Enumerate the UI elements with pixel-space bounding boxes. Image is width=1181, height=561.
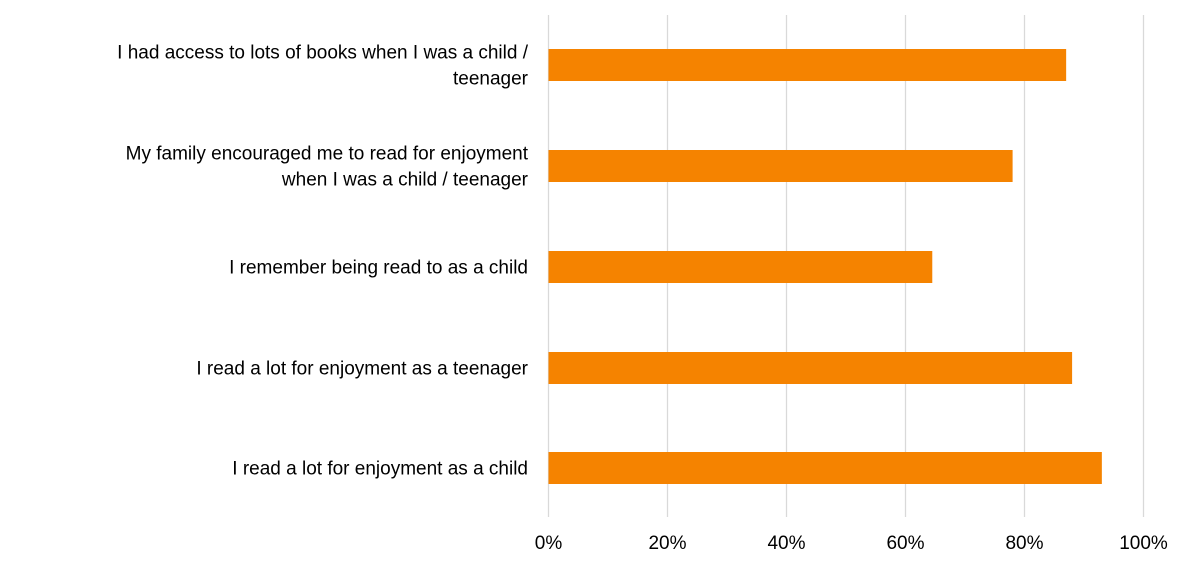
x-tick-label: 40% [767,533,805,554]
bars [548,49,1102,484]
bar [548,49,1067,81]
x-axis-tick-labels: 0% 20% 40% 60% 80% 100% [535,533,1168,554]
category-label: My family encouraged me to read for enjo… [126,144,529,165]
category-label: I had access to lots of books when I was… [117,43,529,64]
x-tick-label: 20% [648,533,686,554]
bar [548,251,933,283]
category-label: I remember being read to as a child [229,258,528,279]
x-tick-label: 100% [1119,533,1168,554]
x-tick-label: 60% [886,533,924,554]
category-labels: I had access to lots of books when I was… [117,43,529,480]
bar [548,452,1102,484]
category-label: teenager [453,69,529,90]
x-tick-label: 0% [535,533,563,554]
bar [548,352,1073,384]
x-tick-label: 80% [1005,533,1043,554]
category-label: I read a lot for enjoyment as a teenager [196,359,528,380]
category-label: when I was a child / teenager [281,170,529,191]
category-label: I read a lot for enjoyment as a child [232,459,528,480]
bar [548,150,1013,182]
